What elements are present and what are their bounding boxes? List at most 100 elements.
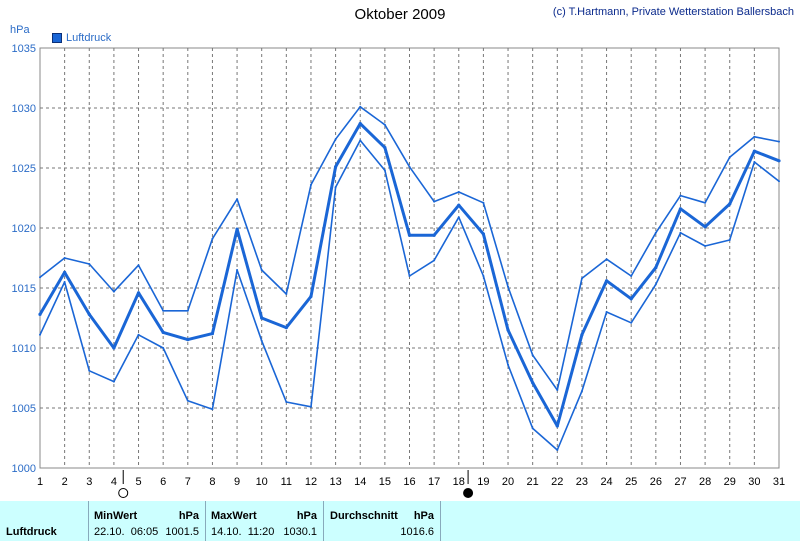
data-point-mean: [210, 332, 215, 336]
avg-unit: hPa: [413, 510, 434, 522]
data-point-min: [88, 369, 91, 372]
data-point-min: [408, 275, 411, 277]
x-tick-label: 7: [185, 476, 191, 488]
x-tick-label: 3: [86, 476, 92, 488]
data-point-mean: [678, 207, 683, 211]
data-point-max: [580, 277, 583, 280]
x-tick-label: 21: [527, 476, 539, 488]
data-point-min: [654, 283, 657, 286]
x-tick-label: 13: [329, 476, 341, 488]
data-point-mean: [334, 165, 338, 169]
x-tick-label: 12: [305, 476, 317, 488]
x-tick-label: 28: [699, 476, 711, 488]
data-point-max: [334, 138, 337, 141]
data-point-mean: [407, 233, 412, 237]
data-point-min: [704, 245, 707, 247]
data-point-max: [137, 264, 140, 267]
data-point-mean: [654, 266, 658, 270]
x-tick-label: 4: [111, 476, 117, 488]
stats-avg-cell: Durchschnitt hPa 1016.6: [324, 501, 441, 541]
x-tick-label: 9: [234, 476, 240, 488]
y-tick-label: 1035: [12, 43, 36, 55]
new-moon-icon: [463, 488, 474, 498]
data-point-max: [630, 275, 633, 277]
y-axis-unit: hPa: [10, 24, 30, 36]
data-point-mean: [580, 333, 584, 337]
data-point-mean: [432, 233, 436, 237]
data-point-max: [433, 200, 436, 203]
stats-row-label: Luftdruck: [6, 526, 57, 538]
data-point-min: [457, 216, 460, 219]
data-point-min: [753, 161, 756, 163]
data-point-mean: [260, 316, 264, 320]
credit-text: (c) T.Hartmann, Private Wetterstation Ba…: [552, 6, 794, 18]
data-point-min: [186, 399, 189, 402]
data-point-mean: [457, 203, 461, 207]
data-point-max: [704, 201, 707, 204]
data-point-max: [556, 389, 559, 391]
data-point-min: [507, 363, 510, 366]
data-point-max: [679, 194, 682, 197]
data-point-max: [482, 201, 485, 204]
data-point-mean: [383, 146, 387, 150]
data-point-mean: [63, 270, 67, 274]
data-point-max: [605, 258, 608, 261]
data-point-mean: [604, 279, 609, 283]
data-point-max: [778, 140, 780, 143]
x-tick-label: 20: [502, 476, 514, 488]
data-point-max: [186, 309, 189, 312]
data-point-max: [309, 183, 312, 186]
data-point-min: [728, 239, 731, 241]
x-tick-label: 15: [379, 476, 391, 488]
x-tick-label: 25: [625, 476, 637, 488]
data-point-mean: [358, 122, 362, 126]
data-point-min: [260, 339, 263, 342]
x-tick-label: 8: [209, 476, 215, 488]
y-tick-label: 1010: [12, 343, 36, 355]
data-point-max: [359, 105, 362, 108]
data-point-min: [433, 259, 436, 262]
x-tick-label: 2: [62, 476, 68, 488]
legend: Luftdruck: [52, 32, 111, 44]
data-point-min: [162, 347, 165, 349]
data-point-max: [285, 293, 288, 295]
data-point-mean: [161, 330, 165, 334]
min-header: MinWert: [94, 510, 138, 522]
data-point-max: [112, 290, 115, 293]
x-tick-label: 26: [650, 476, 662, 488]
max-datetime: 14.10. 11:20: [211, 526, 275, 538]
y-tick-label: 1025: [12, 163, 36, 175]
data-point-mean: [629, 297, 633, 301]
data-point-max: [507, 285, 510, 288]
data-point-min: [605, 311, 608, 313]
data-point-max: [260, 269, 263, 271]
data-point-mean: [481, 232, 485, 236]
data-point-min: [39, 333, 41, 336]
max-unit: hPa: [296, 510, 317, 522]
x-tick-label: 24: [600, 476, 612, 488]
data-point-min: [309, 405, 312, 408]
data-point-min: [778, 180, 780, 183]
min-datetime: 22.10. 06:05: [94, 526, 159, 538]
data-point-max: [162, 309, 165, 312]
x-tick-label: 22: [551, 476, 563, 488]
data-point-max: [211, 237, 214, 240]
x-tick-label: 11: [281, 476, 292, 488]
stats-label-cell: Luftdruck: [0, 501, 89, 541]
x-tick-label: 31: [773, 476, 785, 488]
data-point-min: [679, 231, 682, 234]
data-point-max: [39, 276, 41, 279]
y-tick-label: 1020: [12, 223, 36, 235]
min-unit: hPa: [178, 510, 199, 522]
data-point-min: [137, 333, 140, 336]
legend-label: Luftdruck: [66, 32, 112, 44]
x-tick-label: 1: [37, 476, 43, 488]
data-point-min: [211, 408, 214, 411]
data-point-min: [482, 275, 485, 277]
data-point-mean: [728, 202, 732, 206]
avg-header: Durchschnitt: [330, 510, 398, 522]
data-point-mean: [87, 312, 91, 316]
data-point-mean: [235, 227, 239, 231]
stats-min-cell: MinWert hPa 22.10. 06:05 1001.5: [89, 501, 206, 541]
